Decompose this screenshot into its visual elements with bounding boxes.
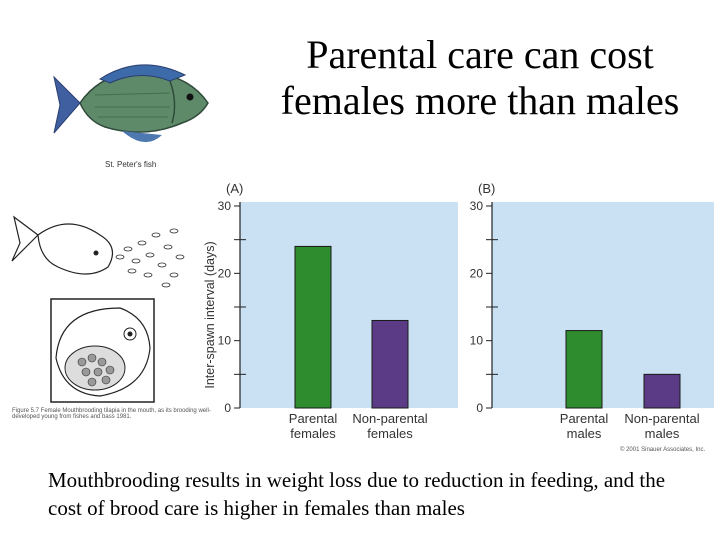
x-category-label: Parental	[289, 411, 338, 426]
figure-note: Figure 5.7 Female Mouthbrooding tilapia …	[12, 408, 211, 420]
y-tick-label: 0	[224, 401, 231, 415]
bar-non-parental	[371, 319, 409, 409]
x-category-label: Non-parental	[352, 411, 427, 426]
x-category-label: males	[645, 426, 680, 441]
slide-title: Parental care can cost females more than…	[280, 32, 680, 123]
plot-background	[492, 202, 714, 408]
mouthbrooding-fry-illustration	[11, 215, 185, 288]
y-tick-label: 20	[218, 266, 232, 280]
x-category-label: males	[567, 426, 602, 441]
x-category-label: females	[367, 426, 413, 441]
copyright: © 2001 Sinauer Associates, Inc.	[620, 447, 706, 453]
y-tick-label: 0	[476, 401, 483, 415]
y-tick-label: 20	[470, 266, 484, 280]
y-tick-label: 10	[218, 334, 232, 348]
y-axis-label: Inter-spawn interval (days)	[203, 241, 217, 388]
st-peters-fish-illustration	[53, 64, 209, 143]
y-tick-label: 30	[470, 199, 484, 213]
x-category-label: females	[290, 426, 336, 441]
x-category-label: Non-parental	[624, 411, 699, 426]
chart-a: (A) 0 10 20 30 Inter-spawn interval (days) Par…	[203, 181, 458, 441]
bar-parental	[565, 330, 603, 409]
plot-background	[240, 202, 458, 408]
fish-label: St. Peter's fish	[105, 160, 157, 169]
fish-head-brood-illustration	[50, 298, 155, 403]
bar-non-parental	[643, 373, 681, 409]
y-tick-label: 10	[470, 334, 484, 348]
x-category-label: Parental	[560, 411, 609, 426]
panel-label: (B)	[478, 181, 495, 196]
y-tick-label: 30	[218, 199, 232, 213]
panel-label: (A)	[226, 181, 243, 196]
bar-parental	[294, 245, 332, 409]
slide-caption: Mouthbrooding results in weight loss due…	[48, 468, 666, 520]
